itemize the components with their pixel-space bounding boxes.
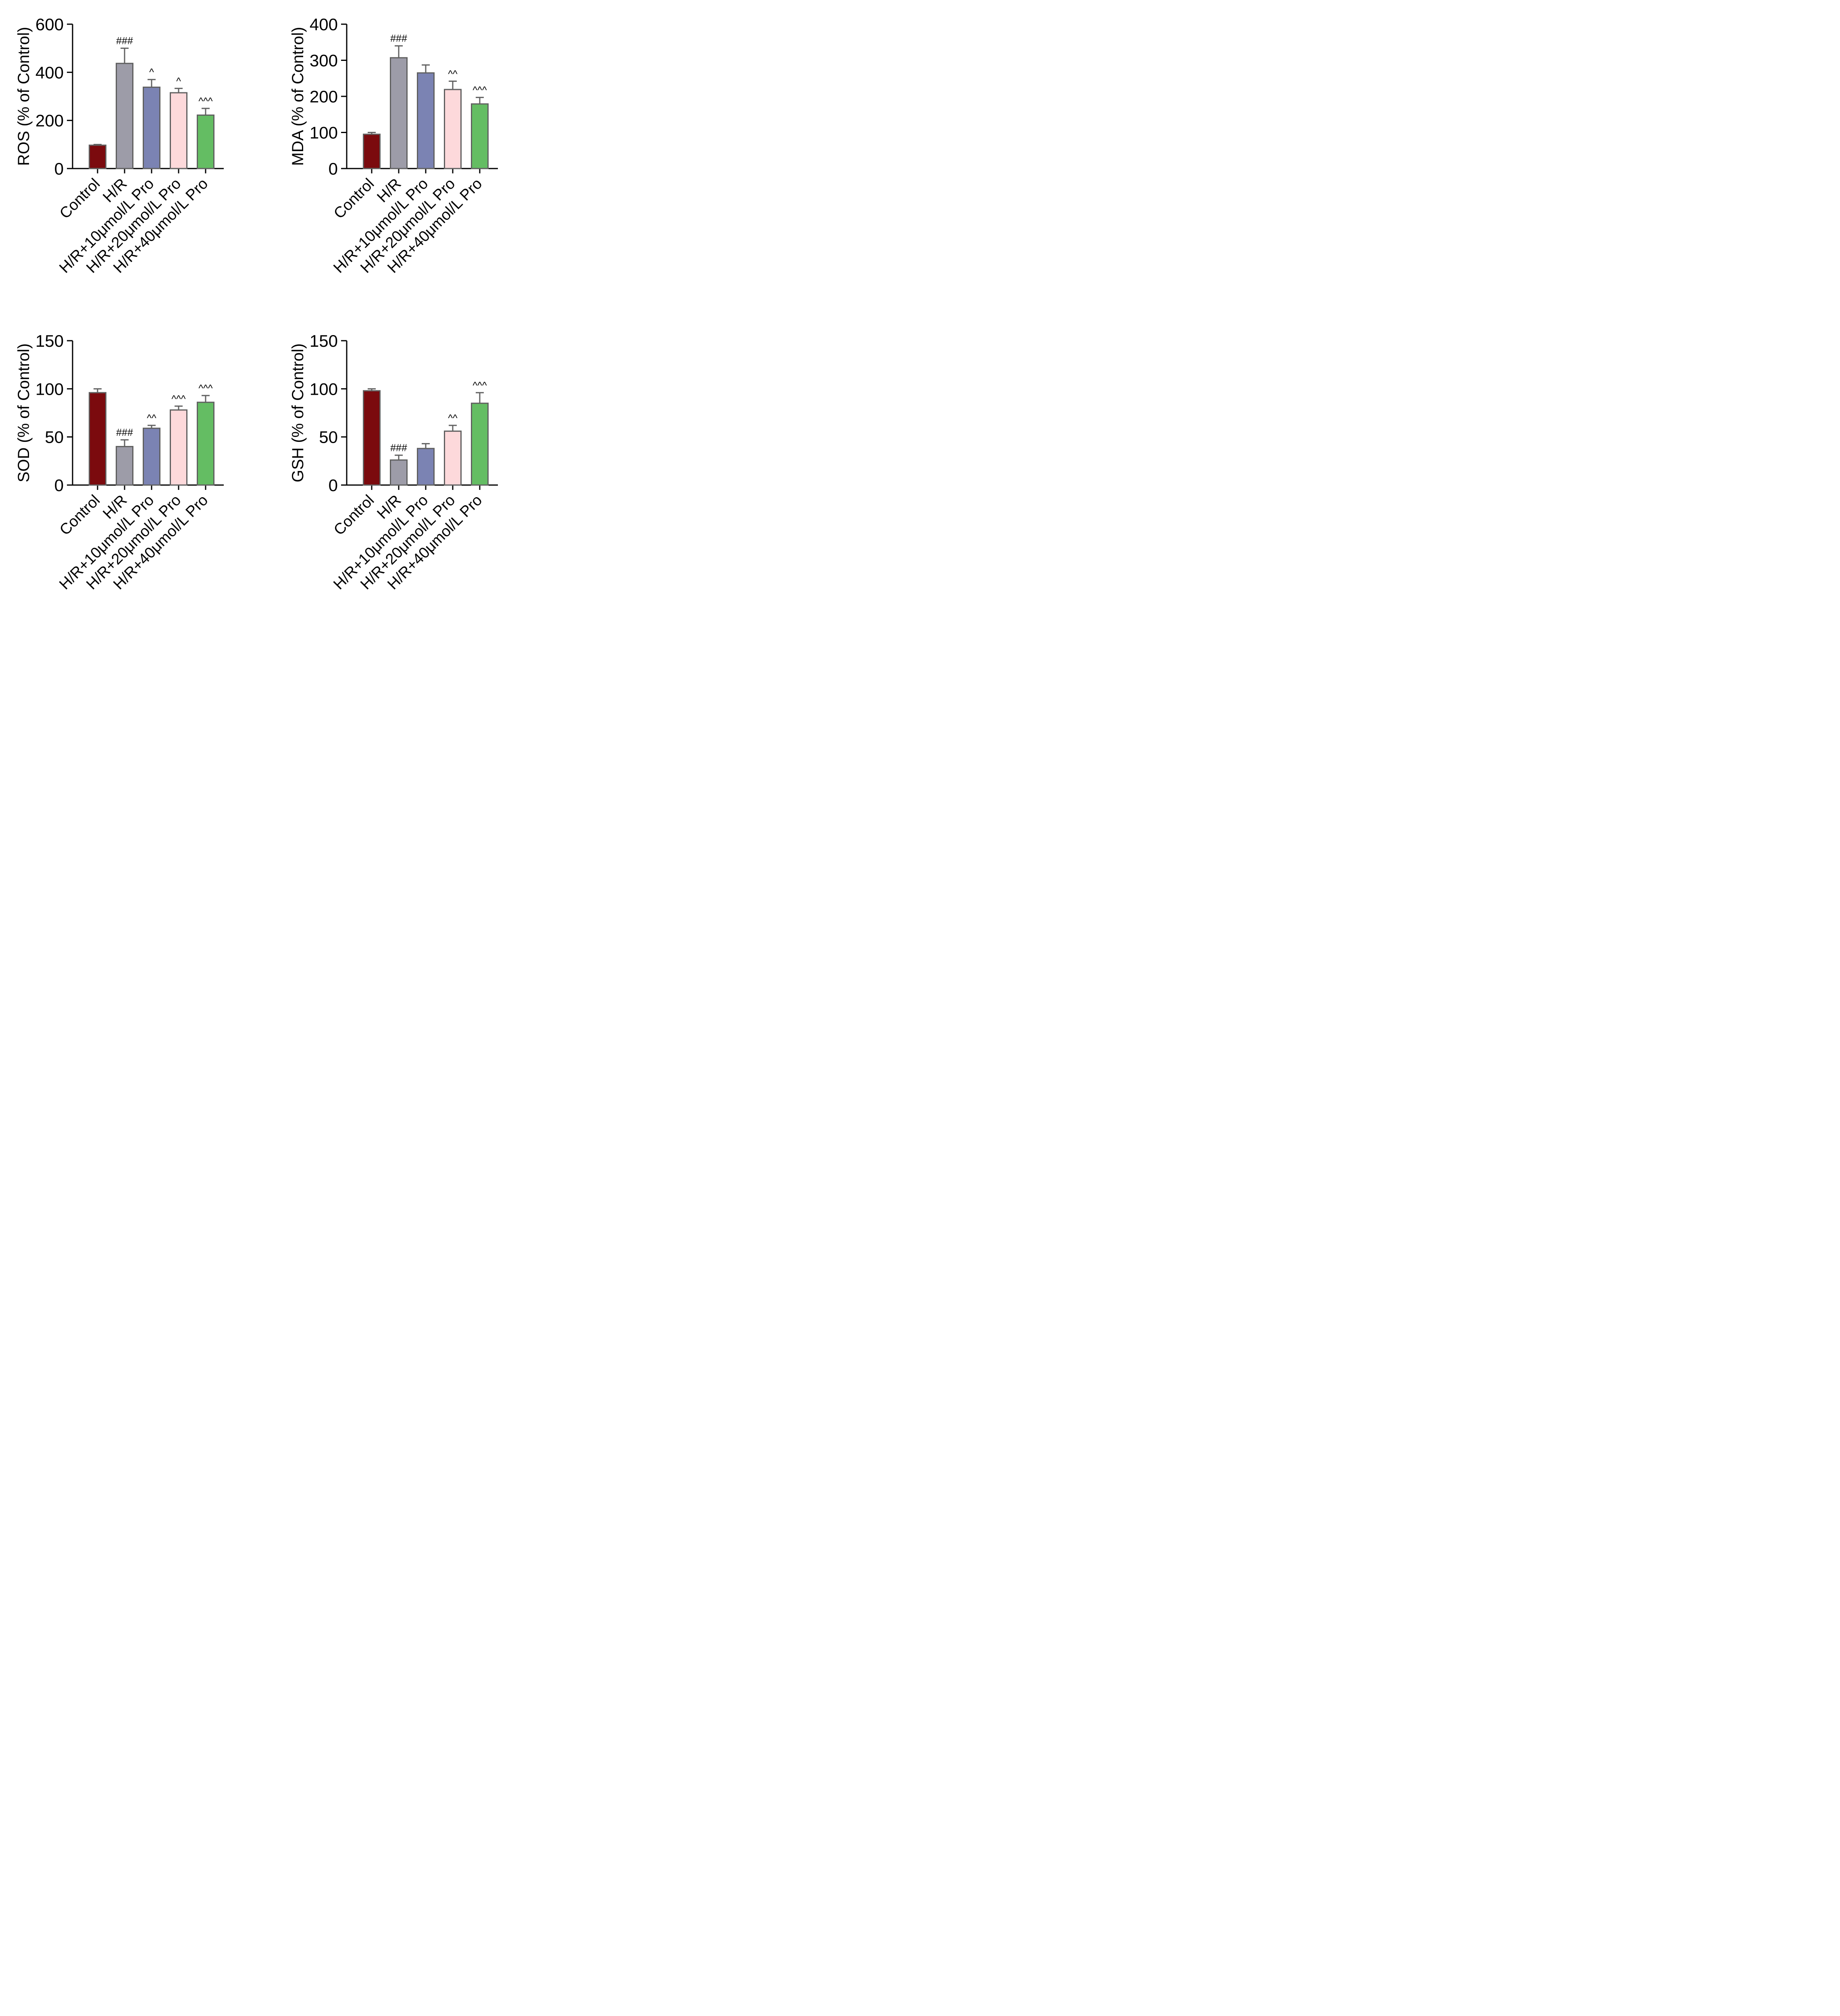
significance-label: ^^ (147, 412, 156, 424)
y-tick-label: 50 (45, 428, 64, 447)
gsh-chart: GSH (% of Control) 0 50 100 150 Control ### H/R… (274, 317, 548, 633)
y-tick-label: 100 (35, 379, 64, 398)
significance-label: ^^^ (171, 393, 185, 404)
y-tick-label: 150 (310, 331, 338, 350)
bar (363, 390, 381, 486)
bar (417, 448, 435, 486)
bar (444, 430, 462, 486)
bar (444, 89, 462, 169)
bar (89, 392, 106, 486)
significance-label: ^^^ (472, 85, 487, 96)
y-axis-label: SOD (% of Control) (15, 344, 33, 483)
bar (89, 144, 106, 169)
sod-chart-svg: SOD (% of Control)050100150Control###H/R… (15, 331, 224, 593)
mda-chart-svg: MDA (% of Control) 0 100 200 300 400 Control ##… (289, 15, 498, 277)
significance-label: ### (390, 442, 407, 454)
y-tick-label: 50 (319, 428, 338, 447)
bar (471, 103, 489, 169)
y-tick-label: 600 (35, 15, 64, 34)
bar (116, 446, 133, 486)
y-axis-label: ROS (% of Control) (15, 27, 33, 166)
y-tick-label: 0 (329, 159, 338, 178)
y-tick-label: 200 (310, 87, 338, 106)
y-tick-label: 400 (310, 15, 338, 34)
x-tick-label: Control (331, 492, 377, 539)
x-tick-label: Control (56, 175, 103, 222)
x-tick-label: Control (56, 492, 103, 539)
y-tick-label: 150 (35, 331, 64, 350)
significance-label: ^^^ (198, 383, 212, 394)
significance-label: ### (116, 35, 133, 47)
y-tick-label: 200 (35, 111, 64, 130)
bar (116, 62, 133, 169)
significance-label: ### (390, 33, 407, 44)
gsh-chart-svg: GSH (% of Control)050100150Control###H/R… (289, 331, 498, 593)
bar (170, 409, 187, 486)
significance-label: ### (116, 427, 133, 438)
bar (390, 57, 408, 169)
figure: ROS (% of Control) 0 200 400 600 Control ### H/… (0, 0, 548, 633)
significance-label: ^^ (448, 68, 458, 79)
y-tick-label: 0 (329, 476, 338, 495)
y-tick-label: 400 (35, 63, 64, 82)
y-axis-label: MDA (% of Control) (289, 27, 307, 166)
bar (417, 72, 435, 169)
ros-chart-svg: ROS (% of Control)0200400600Control###H/… (15, 15, 224, 277)
significance-label: ^^ (448, 412, 458, 424)
y-tick-label: 100 (310, 379, 338, 398)
significance-label: ^^^ (472, 380, 487, 391)
significance-label: ^^^ (198, 96, 212, 107)
y-tick-label: 300 (310, 51, 338, 70)
bar (390, 459, 408, 486)
y-tick-label: 0 (54, 159, 64, 178)
bar (197, 115, 214, 169)
y-axis-label: GSH (% of Control) (289, 344, 307, 483)
bar (143, 427, 160, 486)
bar (170, 92, 187, 169)
significance-label: ^ (149, 67, 154, 78)
y-tick-label: 0 (54, 476, 64, 495)
bar (197, 402, 214, 486)
bar (143, 86, 160, 169)
bar (471, 402, 489, 486)
y-tick-label: 100 (310, 123, 338, 142)
significance-label: ^ (176, 75, 181, 87)
mda-chart: MDA (% of Control) 0 100 200 300 400 Control ##… (274, 0, 548, 317)
x-tick-label: Control (331, 175, 377, 222)
sod-chart: SOD (% of Control) 0 50 100 150 Control ### H/R… (0, 317, 274, 633)
bar (363, 133, 381, 169)
ros-chart: ROS (% of Control) 0 200 400 600 Control ### H/… (0, 0, 274, 317)
